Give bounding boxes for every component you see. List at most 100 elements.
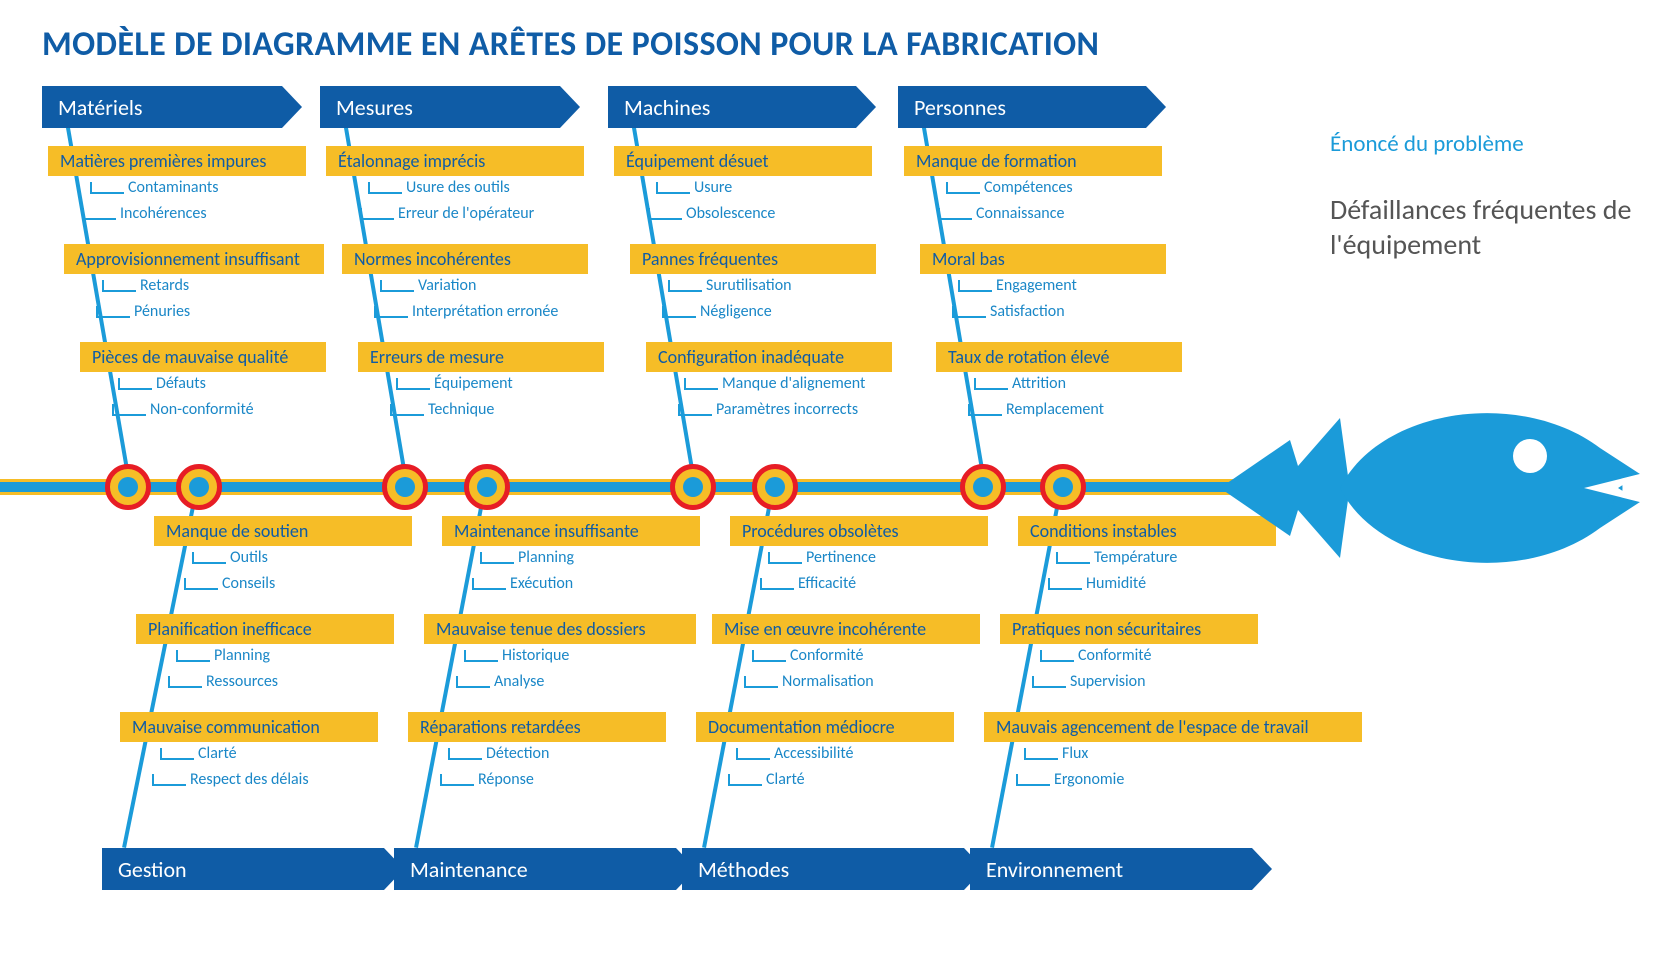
- sub-cause-label: Efficacité: [798, 574, 856, 593]
- sub-cause-label: Flux: [1062, 744, 1088, 763]
- sub-cause: Ressources: [168, 672, 278, 691]
- category-header: Environnement: [970, 848, 1252, 890]
- sub-tick-icon: [752, 650, 786, 662]
- sub-cause: Attrition: [974, 374, 1066, 393]
- sub-cause-label: Pertinence: [806, 548, 876, 567]
- sub-cause: Variation: [380, 276, 476, 295]
- sub-tick-icon: [112, 404, 146, 416]
- sub-cause: Ergonomie: [1016, 770, 1124, 789]
- category-header: Matériels: [42, 86, 282, 128]
- sub-cause-label: Accessibilité: [774, 744, 854, 763]
- sub-cause: Historique: [464, 646, 569, 665]
- sub-cause-label: Satisfaction: [990, 302, 1065, 321]
- sub-tick-icon: [768, 552, 802, 564]
- sub-tick-icon: [952, 306, 986, 318]
- sub-tick-icon: [440, 774, 474, 786]
- cause-band: Manque de soutien: [154, 516, 412, 546]
- sub-cause: Analyse: [456, 672, 544, 691]
- cause-band: Configuration inadéquate: [646, 342, 892, 372]
- sub-tick-icon: [668, 280, 702, 292]
- sub-cause: Équipement: [396, 374, 513, 393]
- sub-tick-icon: [1040, 650, 1074, 662]
- sub-tick-icon: [102, 280, 136, 292]
- sub-cause: Retards: [102, 276, 189, 295]
- sub-cause-label: Clarté: [766, 770, 805, 789]
- cause-band: Pannes fréquentes: [630, 244, 876, 274]
- sub-cause-label: Analyse: [494, 672, 544, 691]
- sub-cause-label: Conseils: [222, 574, 275, 593]
- cause-band: Moral bas: [920, 244, 1166, 274]
- sub-cause: Usure: [656, 178, 732, 197]
- sub-tick-icon: [662, 306, 696, 318]
- sub-cause: Pénuries: [96, 302, 190, 321]
- sub-tick-icon: [390, 404, 424, 416]
- cause-band: Mauvaise communication: [120, 712, 378, 742]
- sub-cause-label: Erreur de l'opérateur: [398, 204, 534, 223]
- cause-band: Mauvaise tenue des dossiers: [424, 614, 696, 644]
- cause-band: Matières premières impures: [48, 146, 306, 176]
- problem-statement: Défaillances fréquentes de l'équipement: [1330, 192, 1657, 262]
- sub-tick-icon: [648, 208, 682, 220]
- sub-cause: Négligence: [662, 302, 772, 321]
- sub-cause: Conformité: [1040, 646, 1151, 665]
- cause-band: Pièces de mauvaise qualité: [80, 342, 326, 372]
- sub-cause: Exécution: [472, 574, 573, 593]
- category-header: Mesures: [320, 86, 560, 128]
- sub-tick-icon: [152, 774, 186, 786]
- sub-tick-icon: [1024, 748, 1058, 760]
- sub-cause-label: Planning: [518, 548, 574, 567]
- cause-band: Mauvais agencement de l'espace de travai…: [984, 712, 1362, 742]
- sub-cause: Efficacité: [760, 574, 856, 593]
- cause-band: Pratiques non sécuritaires: [1000, 614, 1258, 644]
- sub-cause-label: Détection: [486, 744, 549, 763]
- sub-tick-icon: [168, 676, 202, 688]
- sub-cause-label: Respect des délais: [190, 770, 309, 789]
- spine-connector-dot: [1040, 464, 1086, 510]
- sub-cause-label: Obsolescence: [686, 204, 775, 223]
- spine-connector-dot: [752, 464, 798, 510]
- sub-cause: Accessibilité: [736, 744, 854, 763]
- sub-tick-icon: [456, 676, 490, 688]
- sub-cause: Non-conformité: [112, 400, 254, 419]
- sub-cause: Pertinence: [768, 548, 876, 567]
- sub-cause-label: Remplacement: [1006, 400, 1104, 419]
- sub-tick-icon: [380, 280, 414, 292]
- sub-tick-icon: [1016, 774, 1050, 786]
- spine-connector-dot: [464, 464, 510, 510]
- sub-cause: Paramètres incorrects: [678, 400, 858, 419]
- sub-cause-label: Technique: [428, 400, 494, 419]
- sub-cause: Conseils: [184, 574, 275, 593]
- sub-cause-label: Exécution: [510, 574, 573, 593]
- sub-tick-icon: [464, 650, 498, 662]
- sub-tick-icon: [968, 404, 1002, 416]
- sub-cause: Normalisation: [744, 672, 874, 691]
- cause-band: Réparations retardées: [408, 712, 666, 742]
- sub-cause-label: Défauts: [156, 374, 206, 393]
- sub-cause: Compétences: [946, 178, 1073, 197]
- cause-band: Approvisionnement insuffisant: [64, 244, 324, 274]
- cause-band: Mise en œuvre incohérente: [712, 614, 980, 644]
- sub-cause-label: Normalisation: [782, 672, 874, 691]
- sub-cause: Incohérences: [82, 204, 207, 223]
- sub-cause-label: Conformité: [1078, 646, 1151, 665]
- sub-cause: Détection: [448, 744, 549, 763]
- cause-band: Taux de rotation élevé: [936, 342, 1182, 372]
- sub-tick-icon: [90, 182, 124, 194]
- sub-cause-label: Historique: [502, 646, 569, 665]
- sub-cause-label: Outils: [230, 548, 268, 567]
- sub-tick-icon: [96, 306, 130, 318]
- sub-cause: Technique: [390, 400, 494, 419]
- sub-cause-label: Interprétation erronée: [412, 302, 558, 321]
- sub-cause: Interprétation erronée: [374, 302, 558, 321]
- sub-tick-icon: [958, 280, 992, 292]
- sub-cause-label: Ergonomie: [1054, 770, 1124, 789]
- sub-tick-icon: [946, 182, 980, 194]
- category-header: Méthodes: [682, 848, 964, 890]
- cause-band: Équipement désuet: [614, 146, 872, 176]
- sub-cause: Remplacement: [968, 400, 1104, 419]
- spine-connector-dot: [176, 464, 222, 510]
- sub-tick-icon: [736, 748, 770, 760]
- problem-label: Énoncé du problème: [1330, 130, 1524, 159]
- sub-cause-label: Planning: [214, 646, 270, 665]
- sub-cause-label: Incohérences: [120, 204, 207, 223]
